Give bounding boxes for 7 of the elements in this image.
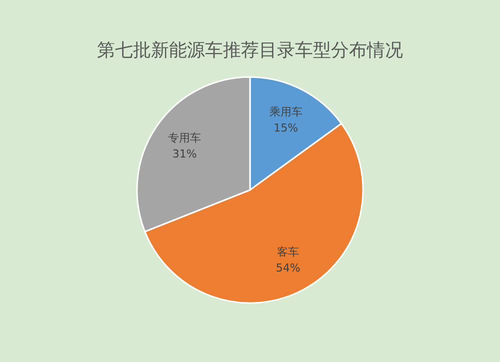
slice-label: 乘用车	[269, 106, 302, 119]
data-label: 15%	[274, 122, 298, 135]
slice-label: 客车	[277, 245, 300, 258]
data-label: 31%	[172, 148, 197, 161]
slice-label: 专用车	[168, 132, 202, 145]
chart-title: 第七批新能源车推荐目录车型分布情况	[97, 40, 403, 61]
data-label: 54%	[276, 261, 300, 274]
